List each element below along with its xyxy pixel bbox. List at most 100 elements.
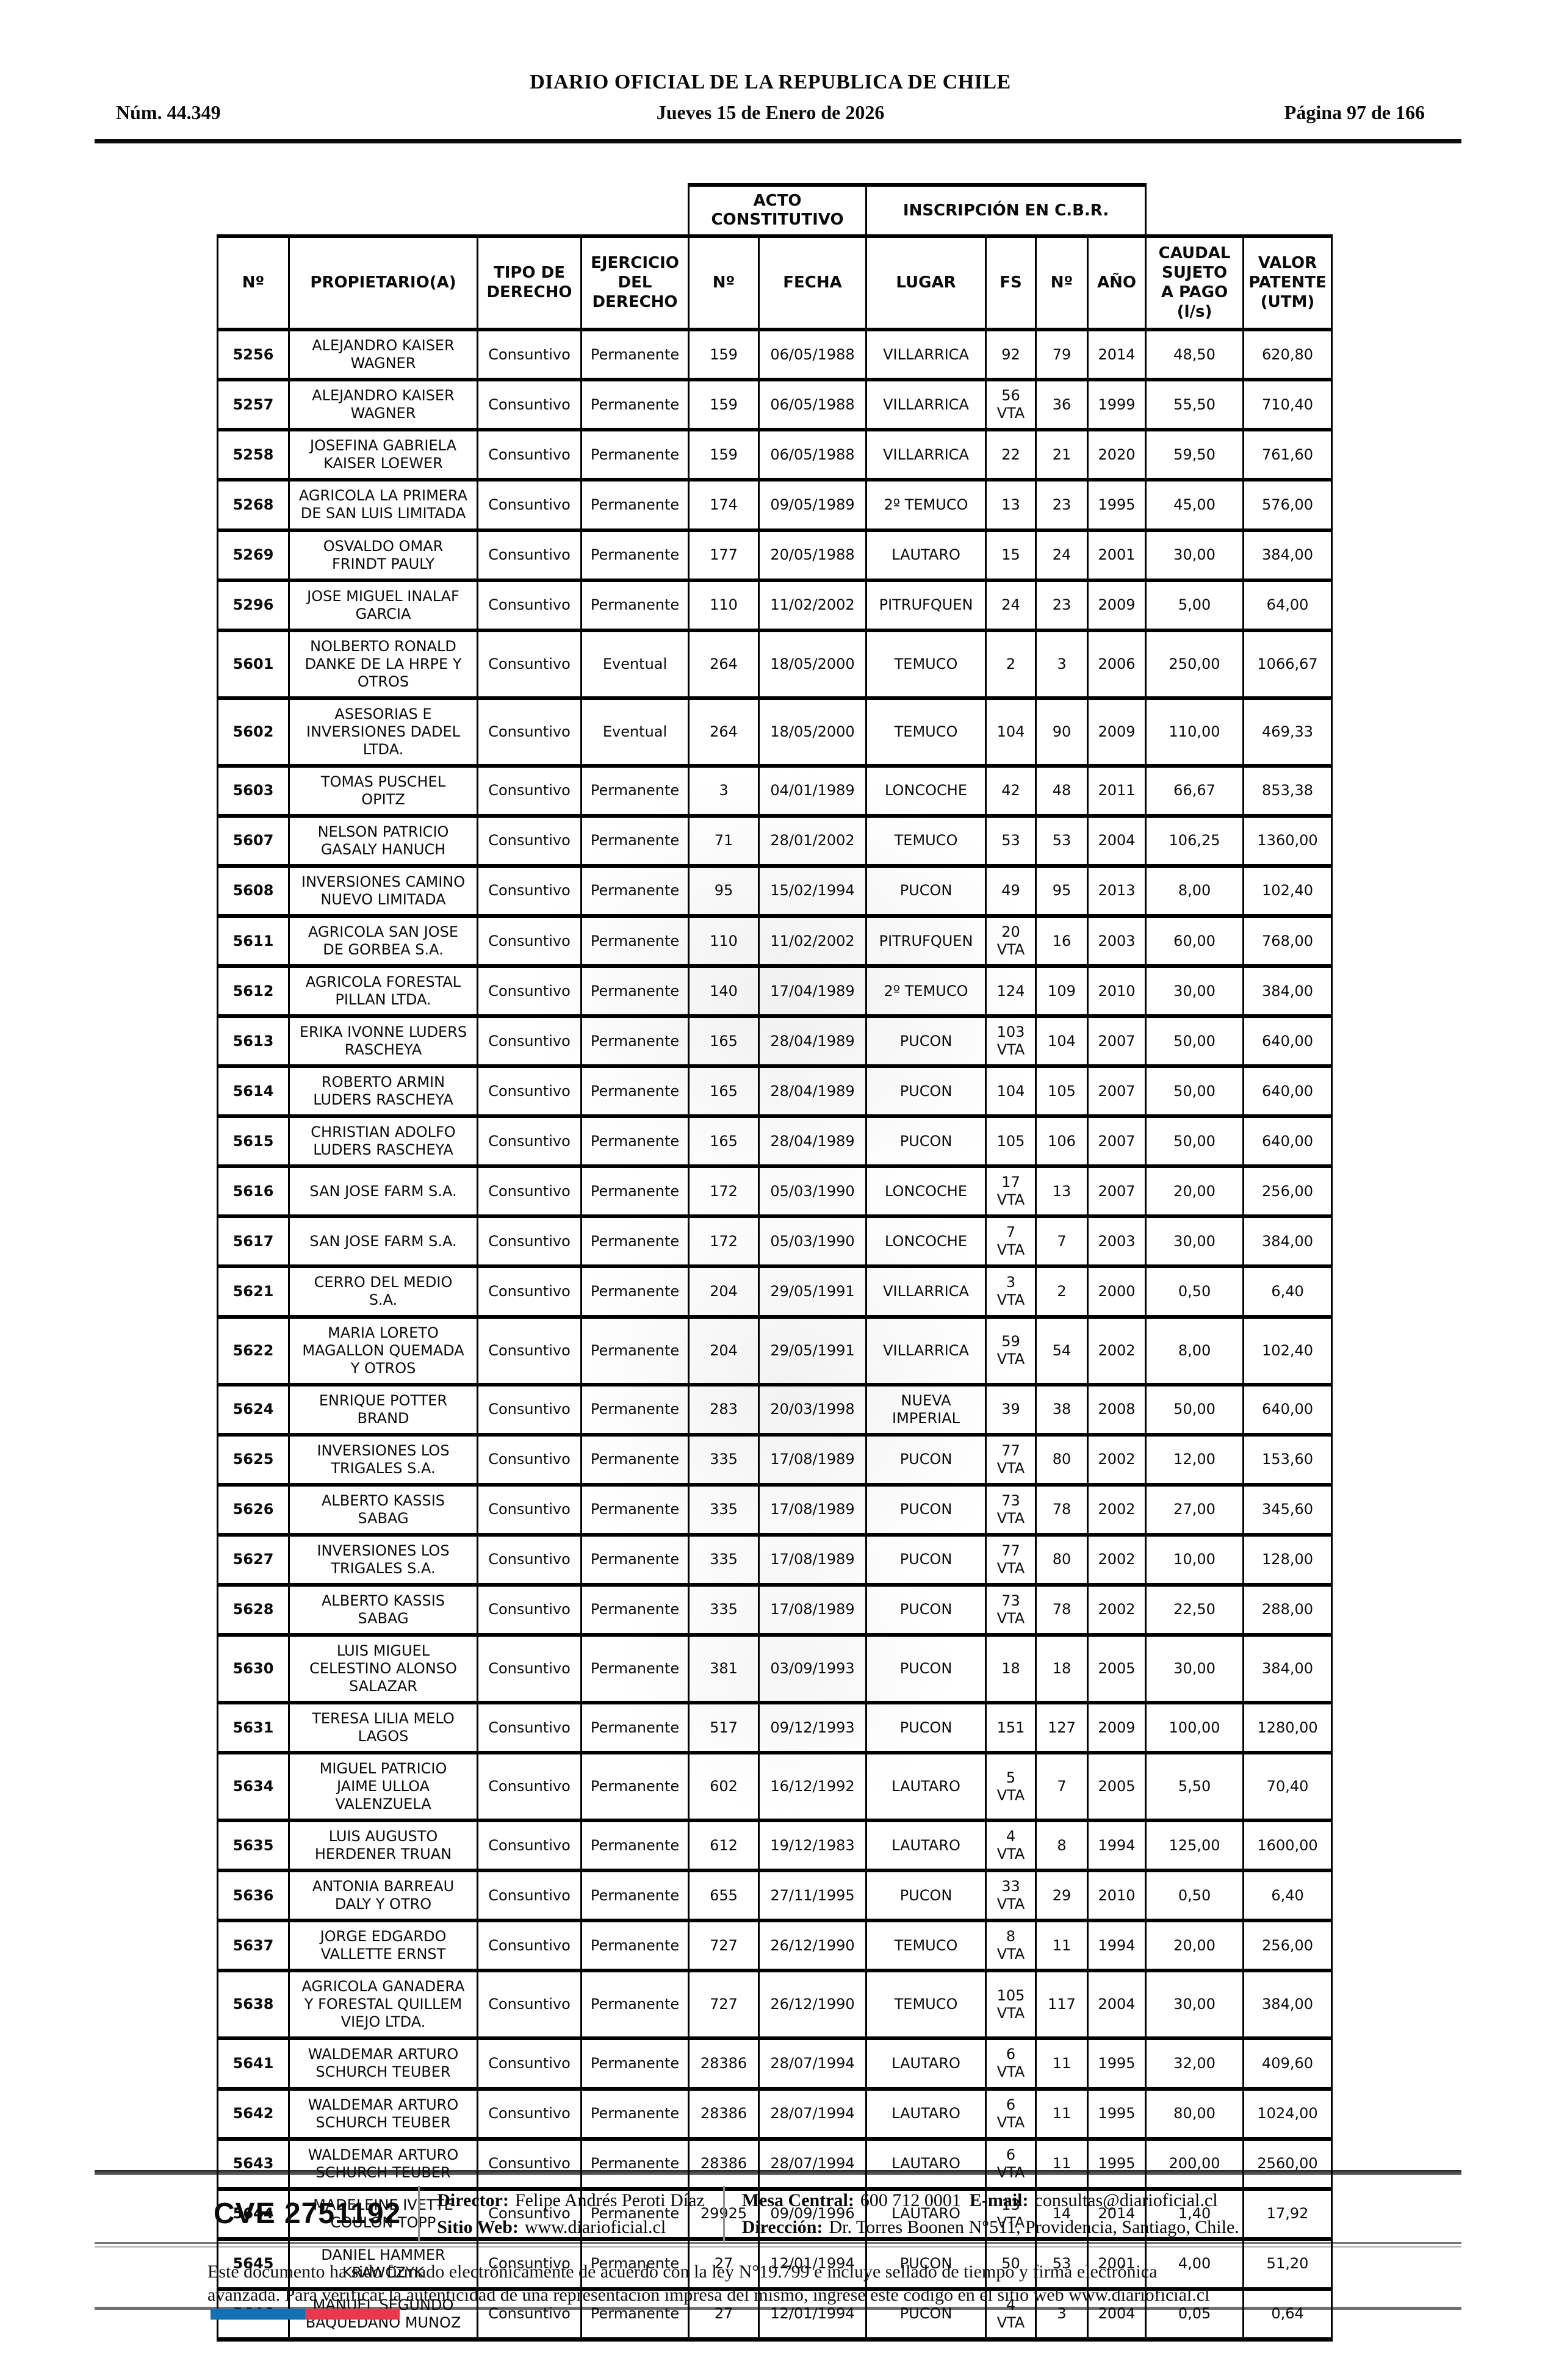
cell-anio: 1999 <box>1087 378 1147 432</box>
cell-propietario: JOSEFINA GABRIELA KAISER LOEWER <box>288 428 478 482</box>
cell-insc_num: 80 <box>1035 1432 1089 1487</box>
cell-lugar: LONCOCHE <box>865 1214 987 1269</box>
cell-valor: 384,00 <box>1242 1632 1333 1705</box>
table-row: 5631 TERESA LILIA MELO LAGOS Consuntivo Per… <box>217 1700 1333 1755</box>
cell-propietario: TOMAS PUSCHEL OPITZ <box>288 763 478 818</box>
cell-acto_fecha: 19/12/1983 <box>757 1819 868 1873</box>
cell-tipo_derecho: Consuntivo <box>477 1969 582 2041</box>
colophon: CVE 2751192 Director: Felipe Andrés Perot… <box>214 2186 1239 2241</box>
table-row: 5621 CERRO DEL MEDIO S.A. Consuntivo Perman… <box>217 1264 1333 1319</box>
cell-propietario: INVERSIONES CAMINO NUEVO LIMITADA <box>288 864 478 918</box>
cell-acto_fecha: 06/05/1988 <box>757 428 868 482</box>
cell-insc_num: 78 <box>1035 1482 1089 1537</box>
table-row: 5636 ANTONIA BARREAU DALY Y OTRO Consuntiv… <box>217 1869 1333 1923</box>
cell-valor: 102,40 <box>1242 1314 1333 1387</box>
cell-fs: 13 <box>985 478 1037 532</box>
cell-lugar: PUCON <box>865 1114 987 1169</box>
cell-fs: 49 <box>985 864 1037 918</box>
cell-fs: 59 VTA <box>985 1314 1037 1387</box>
cell-tipo_derecho: Consuntivo <box>477 378 582 432</box>
cell-valor: 640,00 <box>1242 1114 1333 1169</box>
header-rule <box>95 139 1461 143</box>
cell-num: 5622 <box>217 1314 290 1387</box>
cell-ejercicio_derecho: Permanente <box>580 2086 690 2141</box>
cell-tipo_derecho: Consuntivo <box>477 628 582 700</box>
cell-acto_fecha: 28/07/1994 <box>757 2137 868 2191</box>
cell-lugar: VILLARRICA <box>865 1314 987 1387</box>
cell-acto_num: 95 <box>688 864 760 918</box>
cell-propietario: CERRO DEL MEDIO S.A. <box>288 1264 478 1319</box>
cell-lugar: PUCON <box>865 1632 987 1705</box>
cell-tipo_derecho: Consuntivo <box>477 1114 582 1169</box>
cell-insc_num: 13 <box>1035 1164 1089 1219</box>
cell-insc_num: 48 <box>1035 763 1089 818</box>
cell-fs: 104 <box>985 1064 1037 1119</box>
cell-valor: 2560,00 <box>1242 2137 1333 2191</box>
cell-propietario: JOSE MIGUEL INALAF GARCIA <box>288 578 478 632</box>
cell-fs: 6 VTA <box>985 2036 1037 2091</box>
cell-acto_num: 140 <box>688 964 760 1019</box>
cell-fs: 17 VTA <box>985 1164 1037 1219</box>
cell-valor: 6,40 <box>1242 1869 1333 1923</box>
cell-acto_fecha: 03/09/1993 <box>757 1632 868 1705</box>
cell-propietario: NOLBERTO RONALD DANKE DE LA HRPE Y OTROS <box>288 628 478 700</box>
cell-insc_num: 24 <box>1035 528 1089 582</box>
cell-acto_fecha: 28/04/1989 <box>757 1014 868 1069</box>
cell-valor: 384,00 <box>1242 1214 1333 1269</box>
cell-anio: 1995 <box>1087 2036 1147 2091</box>
cell-anio: 1995 <box>1087 2086 1147 2141</box>
cell-ejercicio_derecho: Permanente <box>580 1014 690 1069</box>
cell-acto_num: 159 <box>688 378 760 432</box>
cell-acto_num: 3 <box>688 763 760 818</box>
cell-lugar: TEMUCO <box>865 696 987 768</box>
table-row: 5256 ALEJANDRO KAISER WAGNER Consuntivo Per… <box>217 328 1333 382</box>
cell-fs: 15 <box>985 528 1037 582</box>
cell-caudal: 59,50 <box>1145 428 1245 482</box>
cell-acto_num: 71 <box>688 813 760 868</box>
cell-anio: 2002 <box>1087 1532 1147 1587</box>
cell-acto_num: 165 <box>688 1114 760 1169</box>
cell-acto_fecha: 16/12/1992 <box>757 1751 868 1823</box>
cell-num: 5617 <box>217 1214 290 1269</box>
cell-insc_num: 38 <box>1035 1382 1089 1437</box>
cell-acto_num: 165 <box>688 1064 760 1119</box>
cell-num: 5628 <box>217 1582 290 1637</box>
cell-tipo_derecho: Consuntivo <box>477 2137 582 2191</box>
cell-valor: 153,60 <box>1242 1432 1333 1487</box>
cell-valor: 128,00 <box>1242 1532 1333 1587</box>
sitio-label: Sitio Web: <box>437 2216 519 2237</box>
cell-tipo_derecho: Consuntivo <box>477 763 582 818</box>
cell-anio: 2002 <box>1087 1582 1147 1637</box>
cell-valor: 710,40 <box>1242 378 1333 432</box>
cell-caudal: 50,00 <box>1145 1382 1245 1437</box>
cell-propietario: SAN JOSE FARM S.A. <box>288 1164 478 1219</box>
cell-fs: 124 <box>985 964 1037 1019</box>
col-header-fs: FS <box>985 234 1037 332</box>
cell-num: 5627 <box>217 1532 290 1587</box>
sitio-line: Sitio Web: www.diarioficial.cl <box>437 2214 704 2241</box>
cell-insc_num: 80 <box>1035 1532 1089 1587</box>
cell-ejercicio_derecho: Permanente <box>580 478 690 532</box>
cell-caudal: 22,50 <box>1145 1582 1245 1637</box>
cell-num: 5257 <box>217 378 290 432</box>
cell-acto_fecha: 12/01/1994 <box>757 2287 868 2342</box>
cell-insc_num: 127 <box>1035 1700 1089 1755</box>
table-row: 5628 ALBERTO KASSIS SABAG Consuntivo Perman… <box>217 1582 1333 1637</box>
records-tbody: 5256 ALEJANDRO KAISER WAGNER Consuntivo Per… <box>217 328 1333 2342</box>
director-name: Felipe Andrés Peroti Díaz <box>514 2190 705 2210</box>
cell-insc_num: 53 <box>1035 2237 1089 2291</box>
colophon-director-block: Director: Felipe Andrés Peroti Díaz Sitio… <box>418 2186 705 2241</box>
cell-insc_num: 11 <box>1035 2137 1089 2191</box>
cell-num: 5611 <box>217 914 290 968</box>
cell-ejercicio_derecho: Permanente <box>580 2187 690 2241</box>
cell-acto_num: 204 <box>688 1314 760 1387</box>
cell-caudal: 0,05 <box>1145 2287 1245 2342</box>
cell-lugar: 2º TEMUCO <box>865 964 987 1019</box>
cell-ejercicio_derecho: Permanente <box>580 1700 690 1755</box>
cell-ejercicio_derecho: Permanente <box>580 1969 690 2041</box>
cell-propietario: AGRICOLA SAN JOSE DE GORBEA S.A. <box>288 914 478 968</box>
cell-acto_num: 177 <box>688 528 760 582</box>
col-header-lugar: LUGAR <box>865 234 987 332</box>
cell-valor: 409,60 <box>1242 2036 1333 2091</box>
cell-fs: 56 VTA <box>985 378 1037 432</box>
